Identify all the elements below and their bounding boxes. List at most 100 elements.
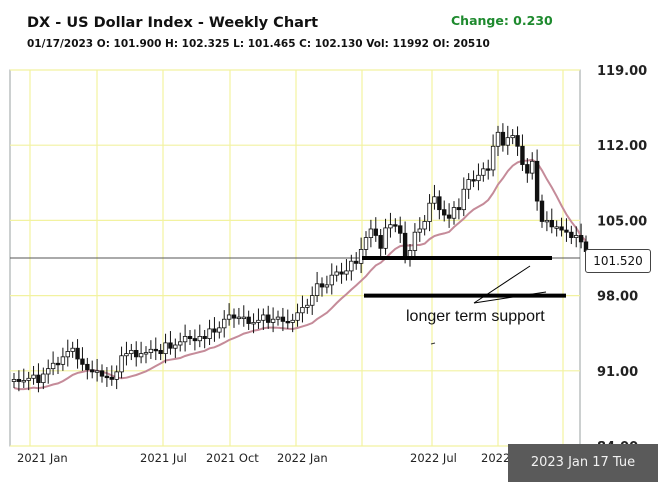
change-value: Change: 0.230	[451, 13, 553, 28]
candle-body	[569, 231, 574, 238]
candle-body	[173, 344, 178, 349]
candle-body	[354, 260, 359, 264]
candle-body	[505, 137, 510, 146]
candle-body	[388, 224, 393, 229]
candle-body	[16, 378, 22, 382]
candle-body	[124, 353, 129, 357]
candle-body	[41, 373, 46, 384]
candle-body	[60, 356, 66, 365]
candle-body	[344, 270, 349, 275]
candle-body	[574, 235, 579, 238]
y-tick-label: 105.00	[597, 214, 647, 229]
x-tick-label: 2021 Oct	[206, 451, 259, 465]
candle-body	[559, 226, 564, 231]
candle-body	[85, 363, 90, 371]
support-annotation: longer term support	[406, 308, 545, 325]
candle-body	[222, 318, 227, 329]
candle-body	[393, 224, 398, 227]
candle-body	[422, 221, 427, 230]
candle-body	[114, 371, 119, 380]
candle-body	[70, 347, 75, 352]
candle-body	[290, 319, 295, 323]
candle-body	[251, 322, 256, 325]
candle-body	[158, 349, 163, 355]
candle-body	[305, 304, 310, 308]
candle-body	[432, 196, 437, 204]
candle-body	[231, 314, 237, 319]
candle-body	[241, 316, 246, 319]
annotation-arrow	[473, 291, 547, 304]
candle-body	[138, 353, 144, 358]
candle-body	[261, 314, 266, 321]
candle-body	[490, 145, 496, 171]
candle-body	[65, 351, 70, 358]
candle-body	[80, 358, 85, 365]
candle-body	[119, 355, 124, 373]
candle-body	[412, 231, 418, 251]
candle-body	[510, 135, 515, 139]
candle-body	[417, 228, 422, 233]
candle-body	[402, 232, 408, 258]
candle-body	[476, 174, 481, 182]
candle-body	[515, 135, 520, 147]
candle-body	[163, 342, 168, 355]
candle-body	[192, 338, 198, 342]
candle-body	[319, 283, 325, 288]
candle-body	[471, 179, 476, 182]
candle-body	[285, 320, 290, 324]
candle-body	[427, 202, 432, 222]
candle-body	[549, 219, 554, 228]
candle-body	[554, 226, 559, 229]
candle-body	[148, 348, 154, 353]
x-axis: 2021 Jan 2021 Jul 2021 Oct 2022 Jan 2022 Jul…	[17, 451, 583, 465]
candle-body	[207, 328, 212, 339]
candle-body	[544, 219, 550, 223]
candle-body	[236, 316, 242, 319]
candle-body	[525, 164, 530, 174]
candle-body	[246, 316, 251, 324]
candle-body	[451, 207, 457, 219]
candle-body	[442, 209, 447, 216]
candle-body	[295, 312, 300, 321]
y-tick-label: 98.00	[597, 290, 638, 305]
candle-body	[578, 235, 584, 243]
ohlc-readout: 01/17/2023 O: 101.900 H: 102.325 L: 101.…	[27, 38, 490, 50]
candle-body	[530, 160, 535, 174]
candle-body	[212, 328, 217, 333]
candle-body	[46, 368, 51, 375]
candle-body	[520, 145, 525, 165]
x-tick-label: 2021 Jan	[17, 451, 68, 465]
candle-body	[26, 377, 31, 381]
candle-body	[226, 314, 232, 320]
candle-body	[334, 271, 339, 276]
candle-body	[99, 370, 105, 377]
candle-body	[266, 314, 271, 323]
candle-body	[270, 318, 276, 323]
candle-body	[217, 327, 222, 333]
candle-body	[202, 336, 207, 339]
candle-body	[94, 370, 100, 373]
candle-body	[446, 214, 452, 219]
candle-body	[339, 271, 344, 275]
moving-average-line	[13, 158, 587, 391]
candle-body	[109, 376, 114, 380]
moving-average	[13, 158, 587, 391]
candle-body	[129, 349, 134, 355]
x-tick-label: 2021 Jul	[140, 451, 187, 465]
candle-body	[168, 342, 173, 349]
candle-body	[11, 378, 17, 382]
candle-body	[383, 227, 388, 249]
current-date-tag: 2023 Jan 17 Tue	[508, 444, 658, 482]
y-tick-label: 91.00	[597, 365, 638, 380]
x-tick-label: 2022 Jan	[277, 451, 328, 465]
chart-title: DX - US Dollar Index - Weekly Chart	[27, 15, 319, 31]
candle-body	[90, 369, 95, 373]
candle-body	[456, 207, 462, 211]
candle-body	[143, 352, 149, 355]
candle-body	[373, 228, 378, 236]
candle-body	[461, 188, 466, 211]
candle-body	[481, 168, 486, 176]
candle-body	[197, 336, 202, 342]
candle-body	[466, 179, 471, 190]
